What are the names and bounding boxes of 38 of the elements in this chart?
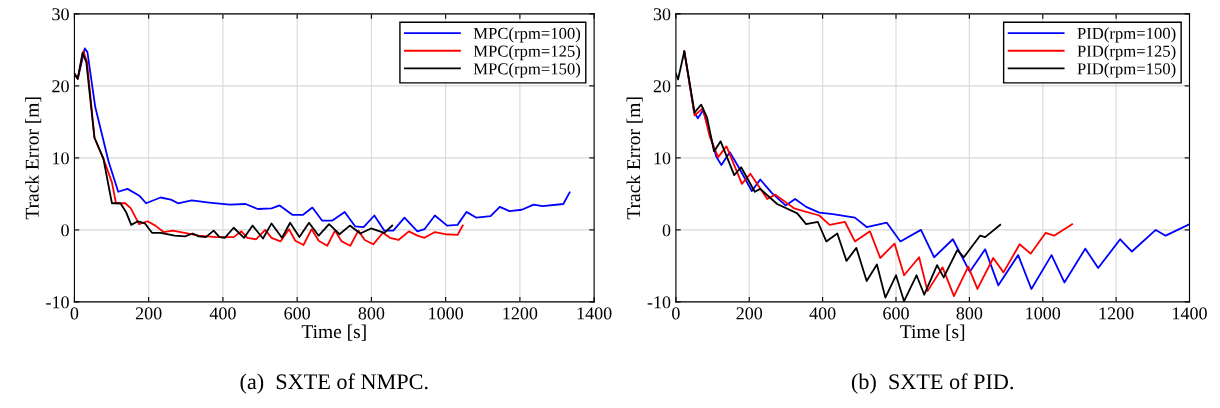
x-tick-label: 400 <box>209 307 236 320</box>
legend-label: MPC(rpm=150) <box>473 62 581 78</box>
x-axis-title: Time [s] <box>900 324 965 341</box>
x-tick-label: 600 <box>284 307 311 320</box>
y-tick-label: 0 <box>662 224 671 237</box>
y-tick-label: 0 <box>61 224 69 237</box>
x-tick-label: 1000 <box>1026 307 1061 320</box>
x-tick-label: 1000 <box>429 307 464 320</box>
y-axis-title: Track Error [m] <box>626 97 643 220</box>
x-tick-label: 1400 <box>1173 307 1207 320</box>
x-tick-label: 0 <box>70 307 79 320</box>
y-tick-label: 20 <box>52 80 69 93</box>
x-tick-label: 1400 <box>577 307 612 320</box>
x-tick-label: 400 <box>809 307 836 320</box>
legend-label: PID(rpm=125) <box>1077 45 1176 61</box>
y-tick-label: -10 <box>46 296 69 309</box>
x-tick-label: 1200 <box>503 307 538 320</box>
legend-label: MPC(rpm=125) <box>473 45 581 61</box>
x-tick-label: 800 <box>358 307 385 320</box>
x-tick-label: 200 <box>736 307 763 320</box>
y-tick-label: 10 <box>53 152 69 165</box>
y-tick-label: 30 <box>653 8 671 21</box>
x-axis-title: Time [s] <box>301 324 366 341</box>
x-tick-label: 800 <box>956 307 983 320</box>
legend-label: PID(rpm=150) <box>1077 62 1176 78</box>
x-tick-label: 600 <box>883 307 909 320</box>
y-tick-label: 20 <box>653 80 671 93</box>
text: (b) SXTE of PID. <box>851 373 1014 394</box>
y-axis-title: Track Error [m] <box>25 97 42 220</box>
y-tick-label: -10 <box>647 296 671 309</box>
y-tick-label: 10 <box>654 152 671 165</box>
x-tick-label: 0 <box>672 307 680 320</box>
legend-label: MPC(rpm=100) <box>473 27 581 43</box>
y-tick-label: 30 <box>52 8 69 21</box>
legend-label: PID(rpm=100) <box>1077 27 1176 43</box>
x-tick-label: 1200 <box>1099 307 1134 320</box>
x-tick-label: 200 <box>135 307 162 320</box>
text: (a) SXTE of NMPC. <box>240 373 428 394</box>
